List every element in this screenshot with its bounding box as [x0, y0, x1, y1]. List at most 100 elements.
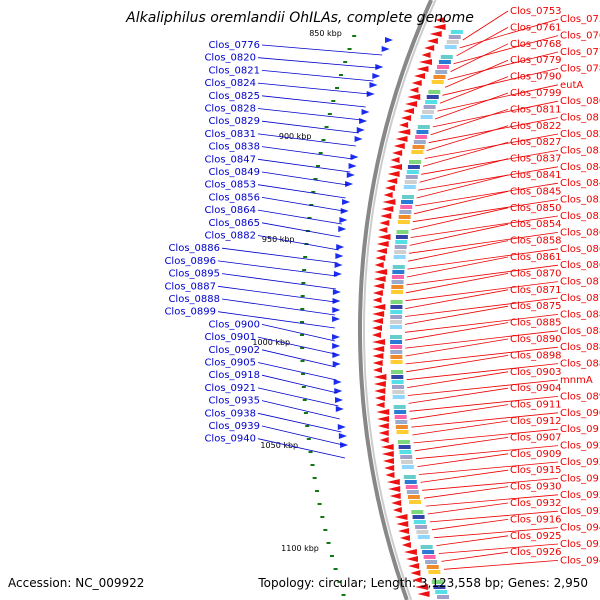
cog-block: [450, 30, 463, 34]
gene-leader-right: [427, 502, 509, 515]
red-gene-arrow: [383, 192, 393, 198]
cog-block: [425, 560, 438, 564]
scale-tick: [335, 87, 340, 89]
blue-gene-arrow: [340, 442, 349, 448]
gene-leader-left: [257, 133, 356, 147]
scale-tick: [300, 334, 305, 336]
scale-tick: [309, 204, 314, 206]
cog-block: [431, 80, 444, 84]
gene-label-right: Clos_0883: [560, 309, 600, 320]
gene-leader-right: [417, 453, 509, 467]
red-gene-arrow: [384, 185, 395, 191]
cog-block: [401, 460, 414, 464]
gene-label-left: Clos_0864: [204, 205, 256, 216]
red-gene-arrow: [376, 241, 389, 247]
gene-leader-right: [415, 182, 559, 207]
cog-block: [446, 40, 459, 44]
gene-leader-left: [261, 171, 348, 186]
gene-label-right: Clos_0833: [560, 145, 600, 156]
red-gene-arrow: [380, 444, 394, 450]
gene-label-right: Clos_0811: [510, 104, 562, 115]
scale-tick: [343, 61, 348, 63]
cog-block: [411, 510, 424, 514]
cog-block: [412, 515, 425, 519]
gene-leader-right: [418, 461, 559, 475]
gene-leader-left: [261, 349, 336, 368]
gene-label-right: Clos_0815: [560, 113, 600, 124]
gene-label-right: Clos_0866: [560, 244, 600, 255]
cog-block: [391, 385, 404, 389]
blue-gene-arrow: [339, 217, 348, 223]
cog-block: [394, 415, 407, 419]
red-gene-arrow: [372, 339, 386, 345]
gene-leader-left: [261, 70, 374, 82]
red-gene-arrow: [432, 24, 446, 30]
cog-block: [390, 340, 403, 344]
gene-leader-right: [422, 141, 509, 167]
red-gene-arrow: [379, 220, 390, 226]
gene-leader-left: [261, 120, 359, 134]
cog-block: [415, 135, 428, 139]
cog-block: [396, 430, 409, 434]
gene-leader-right: [405, 330, 559, 349]
blue-gene-arrow: [375, 64, 384, 70]
red-gene-arrow: [415, 584, 429, 590]
red-gene-arrow: [386, 479, 400, 485]
cog-block: [398, 215, 411, 219]
cog-block: [417, 535, 430, 539]
gene-leader-left: [261, 95, 366, 108]
cog-block: [423, 555, 436, 559]
cog-block: [423, 105, 436, 109]
gene-leader-left: [261, 324, 336, 342]
cog-block: [435, 590, 448, 594]
blue-gene-arrow: [384, 37, 393, 43]
cog-block: [394, 245, 407, 249]
scale-tick: [326, 542, 331, 544]
blue-gene-arrow: [332, 289, 341, 295]
gene-leader-right: [411, 207, 509, 230]
scale-tick: [306, 438, 311, 440]
blue-gene-arrow: [333, 379, 342, 385]
blue-gene-arrow: [348, 163, 357, 169]
cog-block: [448, 35, 461, 39]
gene-leader-right: [441, 551, 509, 562]
gene-leader-right: [405, 322, 509, 341]
gene-label-right: Clos_0924: [560, 506, 600, 517]
cog-block: [390, 320, 403, 324]
scale-tick: [327, 113, 332, 115]
red-gene-arrow: [372, 360, 383, 366]
scale-tick: [301, 386, 306, 388]
red-gene-arrow: [385, 472, 395, 478]
gene-leader-right: [412, 420, 509, 436]
gene-leader-left: [217, 311, 336, 329]
red-gene-arrow: [424, 45, 435, 51]
gene-label-left: Clos_0901: [204, 332, 256, 343]
gene-label-right: Clos_0915: [510, 465, 562, 476]
cog-block: [440, 55, 453, 59]
red-gene-arrow: [374, 395, 385, 401]
gene-leader-left: [257, 209, 342, 225]
scale-tick: [305, 425, 310, 427]
gene-leader-right: [407, 371, 509, 388]
cog-block: [413, 520, 426, 524]
cog-block: [391, 275, 404, 279]
red-gene-arrow: [411, 80, 422, 86]
red-gene-arrow: [380, 213, 392, 219]
red-gene-arrow: [375, 402, 385, 408]
red-gene-arrow: [389, 164, 403, 170]
blue-gene-arrow: [336, 244, 345, 250]
scale-tick: [352, 35, 357, 37]
blue-gene-arrow: [335, 253, 344, 259]
gene-label-right: Clos_0861: [510, 252, 562, 263]
gene-label-right: Clos_0799: [510, 88, 562, 99]
cog-block: [391, 375, 404, 379]
red-gene-arrow: [372, 311, 385, 317]
gene-leader-right: [406, 264, 559, 286]
cog-block: [397, 440, 410, 444]
gene-label-right: Clos_0922: [560, 457, 600, 468]
gene-leader-right: [444, 59, 509, 88]
cog-block: [390, 360, 403, 364]
genome-stats: Topology: circular; Length: 3,123,558 bp…: [258, 576, 588, 590]
red-gene-arrow: [393, 143, 405, 149]
gene-label-left: Clos_0847: [204, 154, 256, 165]
